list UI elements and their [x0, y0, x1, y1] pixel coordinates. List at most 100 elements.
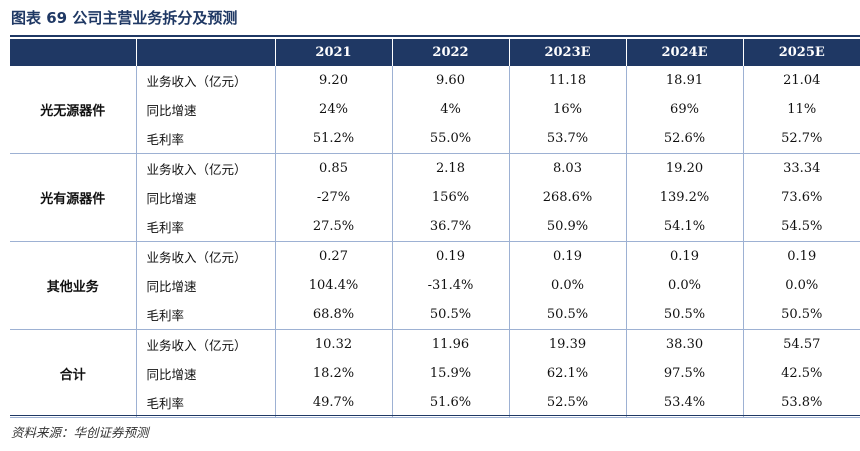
segment-name: 合计	[10, 329, 137, 418]
value-cell: 268.6%	[509, 183, 627, 212]
header-year: 2025E	[743, 39, 860, 66]
table-row: 同比增速 -27% 156% 268.6% 139.2% 73.6%	[10, 183, 860, 212]
value-cell: 50.5%	[509, 300, 627, 330]
value-cell: 104.4%	[275, 271, 393, 300]
value-cell: 0.0%	[509, 271, 627, 300]
metric-label: 毛利率	[136, 300, 276, 330]
table-row: 同比增速 18.2% 15.9% 62.1% 97.5% 42.5%	[10, 359, 860, 388]
header-row: 2021 2022 2023E 2024E 2025E	[10, 39, 860, 66]
value-cell: -31.4%	[392, 271, 510, 300]
value-cell: 156%	[392, 183, 510, 212]
header-blank-cell	[10, 39, 137, 66]
table-row: 毛利率 27.5% 36.7% 50.9% 54.1% 54.5%	[10, 212, 860, 242]
value-cell: 69%	[626, 95, 744, 124]
value-cell: -27%	[275, 183, 393, 212]
metric-label: 同比增速	[136, 359, 276, 388]
value-cell: 73.6%	[781, 190, 823, 205]
value-cell: 36.7%	[392, 212, 510, 242]
table-row: 光有源器件 业务收入（亿元） 0.85 2.18 8.03 19.20 33.34	[10, 153, 860, 242]
value-cell: 52.6%	[626, 124, 744, 154]
value-cell: 0.0%	[785, 278, 819, 293]
value-cell: 0.0%	[626, 271, 744, 300]
value-cell: 19.20	[626, 153, 744, 183]
table-row: 光无源器件 业务收入（亿元） 9.20 9.60 11.18 18.91 21.04	[10, 66, 860, 154]
segment-name: 其他业务	[10, 241, 137, 330]
value-cell: 49.7%	[275, 388, 393, 418]
table-row: 毛利率 51.2% 55.0% 53.7% 52.6% 52.7%	[10, 124, 860, 154]
value-cell: 0.27	[275, 241, 393, 271]
value-cell: 50.5%	[743, 300, 860, 330]
metric-label: 毛利率	[136, 212, 276, 242]
value-cell: 54.5%	[743, 212, 860, 242]
metric-label: 业务收入（亿元）	[136, 329, 276, 359]
value-cell: 0.19	[626, 241, 744, 271]
value-cell: 18.2%	[275, 359, 393, 388]
value-cell: 53.4%	[626, 388, 744, 418]
value-cell: 27.5%	[275, 212, 393, 242]
table-row: 同比增速 24% 4% 16% 69% 11%	[10, 95, 860, 124]
value-cell: 15.9%	[392, 359, 510, 388]
value-cell: 42.5%	[781, 366, 823, 381]
table-row: 毛利率 68.8% 50.5% 50.5% 50.5% 50.5%	[10, 300, 860, 330]
value-cell: 9.60	[392, 66, 510, 95]
value-cell: 11.96	[392, 329, 510, 359]
metric-label: 毛利率	[136, 124, 276, 154]
value-cell: 50.9%	[509, 212, 627, 242]
table-row: 同比增速 104.4% -31.4% 0.0% 0.0% 0.0%	[10, 271, 860, 300]
value-cell: 53.8%	[743, 388, 860, 418]
value-cell: 55.0%	[392, 124, 510, 154]
value-cell: 0.85	[275, 153, 393, 183]
value-cell: 54.57	[783, 337, 821, 352]
metric-label: 毛利率	[136, 388, 276, 418]
table-row: 合计 业务收入（亿元） 10.32 11.96 19.39 38.30 54.57	[10, 329, 860, 418]
value-cell: 50.5%	[392, 300, 510, 330]
segment-name: 光有源器件	[10, 153, 137, 242]
value-cell: 11%	[787, 102, 817, 117]
value-cell: 18.91	[626, 66, 744, 95]
header-year: 2024E	[626, 39, 744, 66]
value-cell: 68.8%	[275, 300, 393, 330]
metric-label: 同比增速	[136, 183, 276, 212]
bottom-rule	[10, 415, 860, 416]
value-cell: 97.5%	[626, 359, 744, 388]
value-cell: 0.19	[392, 241, 510, 271]
value-cell: 51.6%	[392, 388, 510, 418]
value-cell: 139.2%	[626, 183, 744, 212]
metric-label: 同比增速	[136, 271, 276, 300]
source-note: 资料来源：华创证券预测	[11, 425, 149, 440]
value-cell: 2.18	[392, 153, 510, 183]
value-cell: 51.2%	[275, 124, 393, 154]
value-cell: 4%	[392, 95, 510, 124]
metric-label: 业务收入（亿元）	[136, 66, 276, 95]
value-cell: 9.20	[275, 66, 393, 95]
value-cell: 38.30	[626, 329, 744, 359]
table-body: 光无源器件 业务收入（亿元） 9.20 9.60 11.18 18.91 21.04 同比增速…	[10, 66, 860, 418]
value-cell: 53.7%	[509, 124, 627, 154]
value-cell: 62.1%	[509, 359, 627, 388]
value-cell: 54.1%	[626, 212, 744, 242]
value-cell: 52.5%	[509, 388, 627, 418]
header-year: 2023E	[509, 39, 627, 66]
metric-label: 同比增速	[136, 95, 276, 124]
metric-label: 业务收入（亿元）	[136, 241, 276, 271]
header-blank-cell	[136, 39, 276, 66]
value-cell: 8.03	[509, 153, 627, 183]
value-cell: 19.39	[509, 329, 627, 359]
header-year: 2021	[275, 39, 393, 66]
title-rule	[10, 35, 860, 37]
table-row: 毛利率 49.7% 51.6% 52.5% 53.4% 53.8%	[10, 388, 860, 418]
value-cell: 10.32	[275, 329, 393, 359]
value-cell: 50.5%	[626, 300, 744, 330]
value-cell: 21.04	[783, 73, 821, 88]
header-year: 2022	[392, 39, 510, 66]
segment-name: 光无源器件	[10, 66, 137, 154]
metric-label: 业务收入（亿元）	[136, 153, 276, 183]
value-cell: 0.19	[787, 249, 817, 264]
value-cell: 0.19	[509, 241, 627, 271]
table-title: 图表 69 公司主营业务拆分及预测	[11, 9, 238, 27]
business-breakdown-table: 2021 2022 2023E 2024E 2025E 光无源器件 业务收入（亿元…	[10, 39, 860, 418]
value-cell: 11.18	[509, 66, 627, 95]
value-cell: 52.7%	[743, 124, 860, 154]
value-cell: 33.34	[783, 161, 821, 176]
value-cell: 24%	[275, 95, 393, 124]
